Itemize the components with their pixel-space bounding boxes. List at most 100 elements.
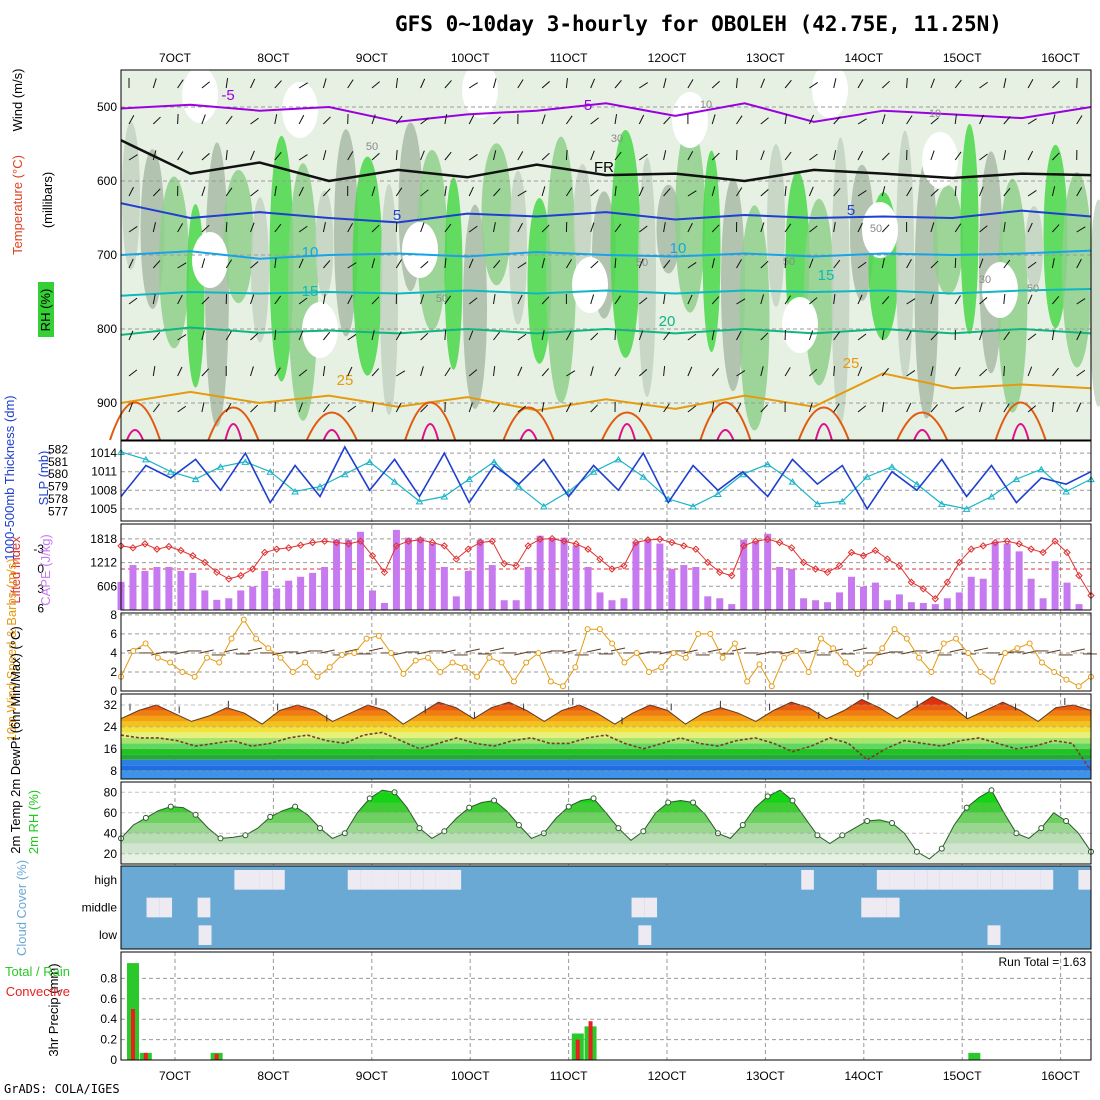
wind-barb: [979, 225, 988, 233]
wind-barb: [663, 366, 666, 377]
wind-barb: [979, 81, 988, 89]
isotherm-30: [109, 401, 161, 441]
wind-barb: [833, 403, 840, 413]
wind-point: [253, 635, 260, 642]
temp-band: [121, 759, 1091, 766]
cape-bar: [309, 572, 317, 610]
ylabel-cloud: Cloud Cover (%): [14, 860, 29, 956]
wind-barb: [514, 651, 529, 656]
wind-barb: [395, 78, 399, 89]
wind-barb: [320, 649, 335, 654]
isotherm-30: [699, 401, 752, 441]
ylabel-slp: SLP (mb): [36, 451, 51, 506]
li-point: [272, 545, 281, 553]
wind-barb: [1003, 187, 1011, 197]
li-point: [1015, 540, 1023, 548]
wind-barb: [736, 115, 743, 125]
wind-barb: [250, 404, 259, 413]
wind-point: [179, 668, 186, 675]
wind-point: [695, 630, 702, 637]
cape-bar: [883, 600, 891, 610]
ylabel-temperature-2m: 2m Temp 2m DewPt (6hr Min/Max) (°C): [8, 626, 23, 853]
grads-credit: GrADS: COLA/IGES: [4, 1082, 120, 1096]
wind-barb: [1027, 366, 1033, 377]
thickness-point: [689, 502, 697, 510]
rh-shading: [850, 164, 874, 301]
wind-point: [1026, 640, 1033, 647]
rh-contour-label: 30: [611, 133, 623, 145]
li-point: [931, 595, 940, 603]
isotherm-35: [421, 423, 440, 441]
cape-bar: [368, 590, 376, 610]
isotherm-5: [120, 202, 1092, 224]
wind-barb: [954, 185, 957, 197]
isotherm-35: [519, 429, 538, 441]
wind-point: [584, 626, 591, 633]
wind-barb: [590, 78, 596, 89]
li-point: [883, 555, 892, 563]
cloud-clear-cell: [159, 897, 173, 918]
wind-barb: [541, 224, 550, 233]
slp-tick: 1011: [91, 465, 117, 479]
wind-barb: [371, 330, 375, 341]
slp-thickness-panel: [117, 445, 1095, 512]
rh-clear-area: [282, 82, 318, 138]
cape-bar: [297, 576, 305, 610]
wind-barb: [322, 222, 326, 233]
cape-bar: [788, 568, 796, 610]
wind-barb: [420, 261, 429, 269]
ylabel-cape: CAPE (J/kg): [38, 534, 53, 606]
wind-barb: [1051, 330, 1055, 341]
wind-point: [756, 661, 763, 668]
rh-shading: [933, 185, 963, 295]
wind-barb: [420, 150, 425, 161]
li-point: [392, 542, 401, 550]
isotherm-30: [207, 406, 260, 441]
wind-barb: [590, 294, 595, 305]
wind-barb: [151, 651, 166, 656]
wind-barb: [857, 118, 867, 125]
wind-barb: [760, 404, 768, 413]
wind-point: [498, 659, 505, 666]
thickness-point: [614, 455, 623, 463]
wind-barb: [298, 258, 304, 269]
wind-point: [989, 678, 996, 685]
wind-point: [830, 645, 837, 652]
li-point: [296, 541, 305, 549]
li-point: [356, 537, 365, 545]
cape-bar: [345, 539, 353, 610]
rh-shading: [1025, 206, 1043, 290]
li-point: [608, 565, 616, 573]
wind-barb: [347, 366, 353, 377]
precip-tick: 0.8: [100, 971, 117, 985]
x-tick-top: 9OCT: [356, 51, 389, 65]
wind-barb: [152, 332, 161, 341]
cloud-level-label: high: [94, 873, 117, 887]
wind-barb: [906, 115, 913, 125]
wind-barb: [1003, 403, 1010, 413]
rh-tick: 20: [104, 847, 118, 861]
wind-barb: [493, 116, 501, 125]
wind-barb: [979, 153, 988, 161]
wind-barb: [784, 186, 787, 197]
wind-barb: [152, 294, 156, 305]
li-point: [344, 540, 353, 548]
rh-shading: [269, 135, 294, 382]
cape-bar: [620, 598, 628, 610]
wind-barb: [638, 258, 644, 269]
precip-conv-bar: [588, 1021, 593, 1060]
wind-barb: [711, 152, 720, 161]
li-point: [500, 560, 508, 568]
li-point: [1027, 545, 1035, 553]
temp-band: [121, 770, 1091, 779]
x-tick-top: 11OCT: [550, 51, 588, 65]
li-point: [153, 545, 161, 553]
thickness-point: [962, 505, 971, 512]
cloud-clear-cell: [246, 870, 260, 890]
li-point: [548, 534, 556, 543]
wind-barb: [371, 402, 375, 413]
wind-point: [277, 654, 284, 661]
wind-barb: [1027, 261, 1037, 269]
li-point: [464, 545, 472, 553]
wind-point: [240, 616, 247, 623]
